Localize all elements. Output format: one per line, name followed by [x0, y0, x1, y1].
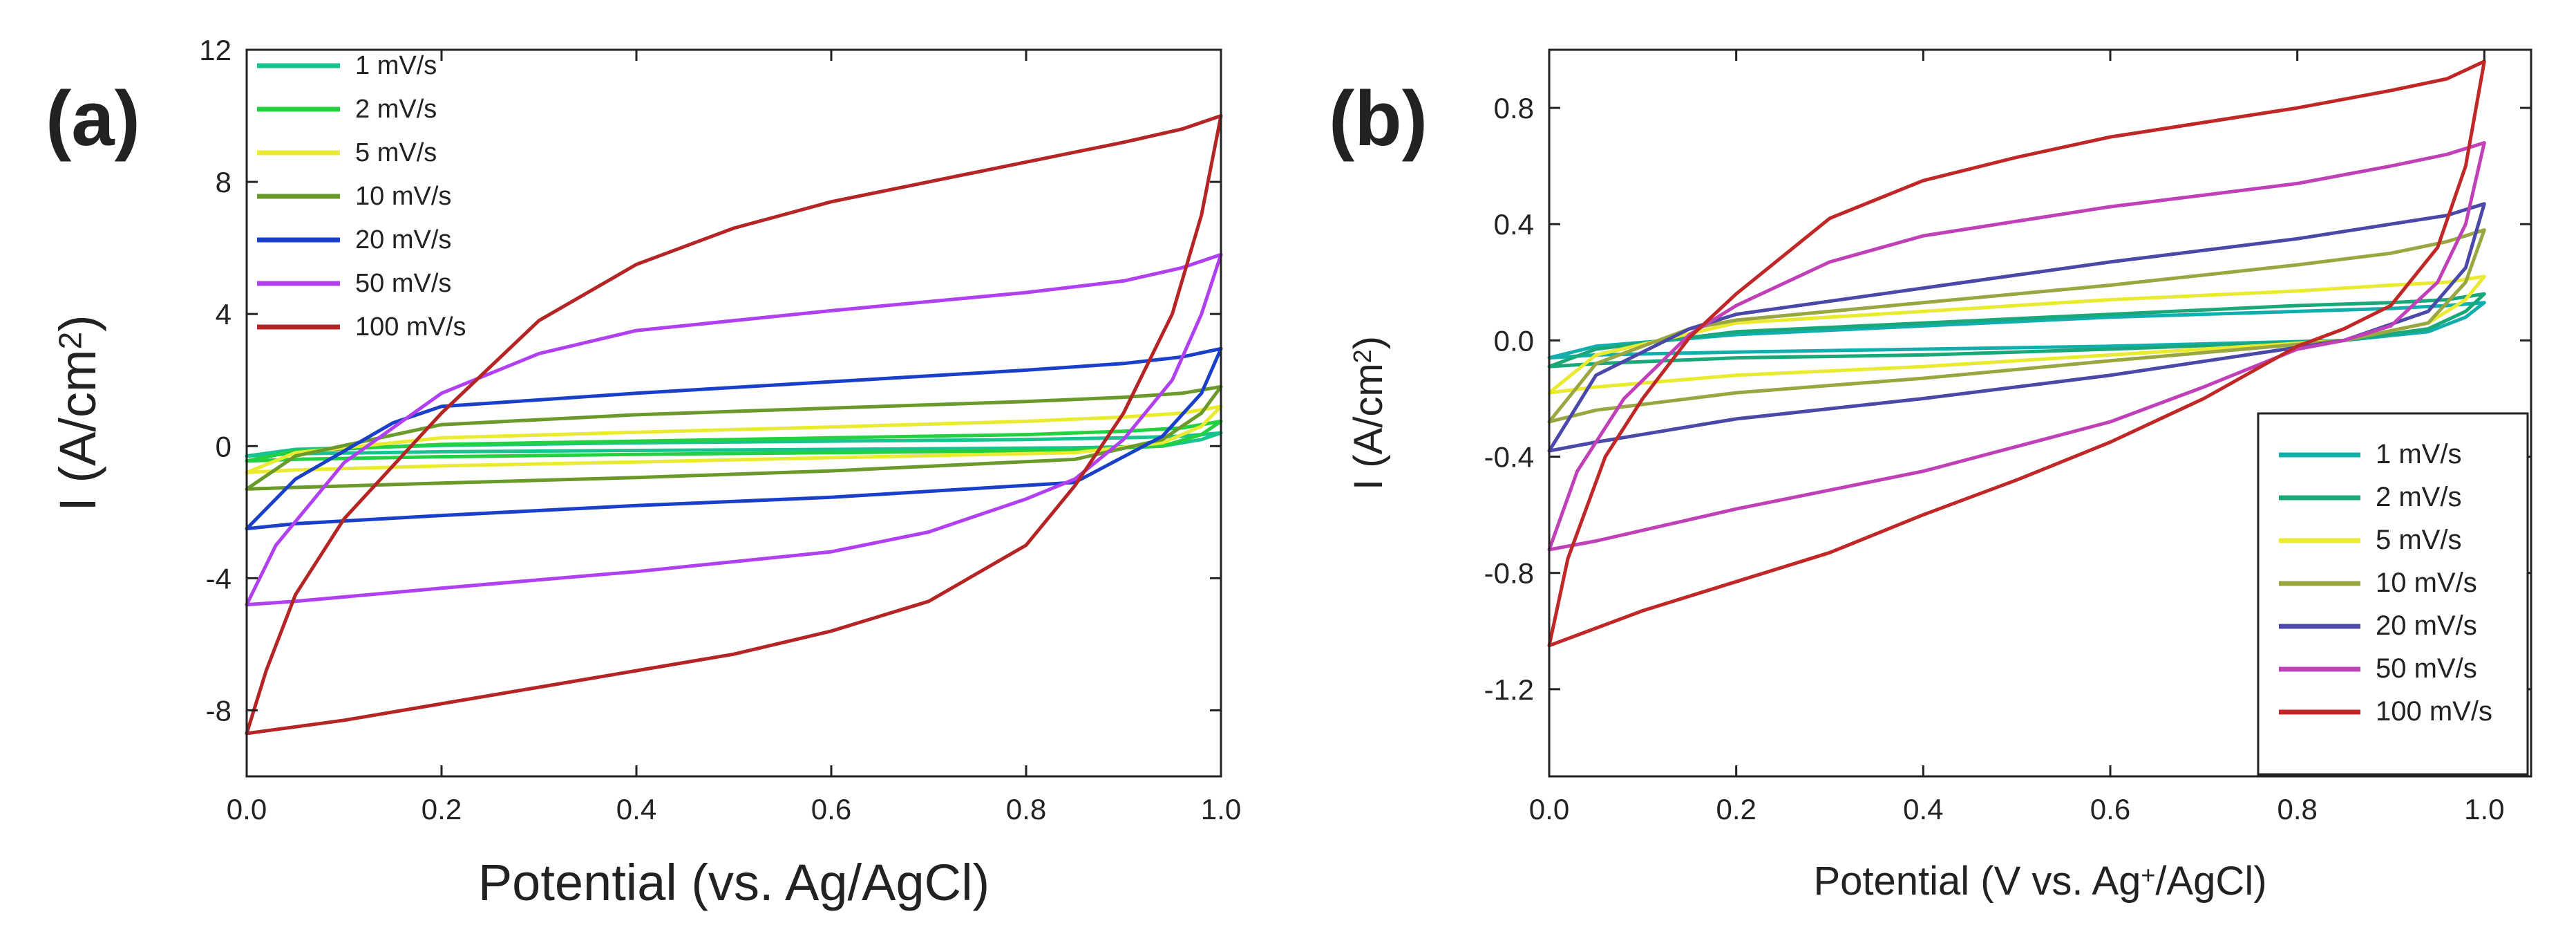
chart-b-x-tick-label: 1.0: [2464, 793, 2504, 825]
chart-a-legend-label: 5 mV/s: [355, 138, 437, 167]
chart-b-series-100-mv-s-line: [1547, 59, 2486, 648]
chart-b-legend-label: 50 mV/s: [2376, 653, 2477, 684]
chart-a-legend-label: 1 mV/s: [355, 51, 437, 80]
chart-b-series-2-mv-s-line: [1547, 292, 2486, 368]
chart-b-y-axis-title: I (A/cm2): [1346, 336, 1391, 490]
chart-b-y-tick-label: -1.2: [1484, 673, 1534, 706]
chart-b-y-tick-label: 0.4: [1494, 208, 1534, 241]
chart-a-series-20-mv-s-line: [245, 346, 1223, 531]
chart-a-x-tick-label: 0.6: [811, 793, 851, 825]
chart-a-legend-label: 2 mV/s: [355, 95, 437, 124]
chart-a-y-tick-label: -4: [206, 562, 231, 595]
chart-b-y-axis-title-sup: 2: [1348, 349, 1376, 363]
chart-b-plot-frame: [1548, 48, 2532, 778]
chart-b-x-tick-label: 0.6: [2090, 793, 2130, 825]
chart-b-legend: 1 mV/s 2 mV/s 5 mV/s 10 mV/s 20 mV/s 50 mV/s 1…: [2257, 412, 2529, 776]
chart-b-legend-label: 1 mV/s: [2376, 439, 2461, 469]
chart-b-series-5-mv-s-line: [1547, 274, 2486, 395]
chart-a-y-axis-title-main: I (A/cm: [49, 349, 106, 511]
chart-b-series-50-mv-s-line: [1547, 141, 2486, 552]
chart-panel-b: (b) 0.0 0.2 0.4 0.6 0.8 1.0 -1.2 -0.8 -0.4 0.0 0.4 0…: [1329, 48, 2532, 904]
chart-a-x-tick-label: 0.4: [616, 793, 656, 825]
chart-b-legend-label: 5 mV/s: [2376, 525, 2461, 555]
chart-a-y-tick-label: 4: [216, 298, 231, 330]
chart-a-y-axis-title-sup: 2: [52, 332, 88, 350]
chart-b-y-tick-label: 0.8: [1494, 92, 1534, 124]
chart-b-x-axis-title: Potential (V vs. Ag+/AgCl): [1813, 859, 2266, 904]
chart-a-legend: 1 mV/s 2 mV/s 5 mV/s 10 mV/s 20 mV/s 50 mV/s 1…: [257, 51, 466, 342]
chart-b-x-axis-title-main: Potential (V vs. Ag: [1813, 859, 2141, 904]
chart-a-legend-label: 100 mV/s: [355, 312, 466, 342]
chart-b-series-10-mv-s-line: [1547, 228, 2486, 424]
chart-a-y-tick-label: -8: [206, 694, 231, 727]
chart-a-x-tick-label: 0.2: [422, 793, 462, 825]
chart-b-x-tick-label: 0.4: [1903, 793, 1943, 825]
chart-a-legend-label: 10 mV/s: [355, 182, 451, 211]
chart-b-legend-label: 2 mV/s: [2376, 482, 2461, 512]
chart-b-series-20-mv-s-line: [1547, 202, 2486, 453]
chart-a-legend-label: 20 mV/s: [355, 225, 451, 254]
chart-b-x-tick-label: 0.0: [1529, 793, 1569, 825]
chart-a-x-tick-label: 0.0: [227, 793, 267, 825]
chart-b-legend-label: 10 mV/s: [2376, 568, 2477, 598]
chart-b-x-tick-label: 0.2: [1716, 793, 1756, 825]
chart-b-x-axis-title-end: /AgCl): [2155, 859, 2266, 904]
chart-a-legend-label: 50 mV/s: [355, 269, 451, 298]
chart-a-y-tick-label: 0: [216, 430, 231, 463]
chart-a-x-tick-label: 1.0: [1201, 793, 1241, 825]
chart-b-legend-label: 100 mV/s: [2376, 696, 2492, 727]
chart-b-y-axis-title-main: I (A/cm: [1346, 363, 1391, 490]
chart-a-y-axis-title-end: ): [49, 315, 106, 332]
chart-a-panel-label: (a): [46, 75, 140, 162]
chart-a-x-tick-label: 0.8: [1006, 793, 1046, 825]
chart-a-y-axis-title: I (A/cm2): [49, 315, 106, 512]
chart-a-plot-frame: [245, 48, 1222, 778]
chart-b-x-tick-label: 0.8: [2277, 793, 2317, 825]
chart-b-legend-label: 20 mV/s: [2376, 610, 2477, 641]
chart-b-series-1-mv-s-line: [1547, 301, 2486, 360]
chart-b-x-axis-title-sup: +: [2141, 861, 2155, 889]
chart-b-panel-label: (b): [1329, 75, 1428, 162]
chart-b-series-group: [1547, 59, 2486, 648]
chart-a-series-50-mv-s-line: [245, 252, 1223, 607]
chart-a-y-tick-label: 8: [216, 166, 231, 198]
chart-a-y-tick-label: 12: [199, 34, 231, 66]
chart-b-y-tick-label: 0.0: [1494, 324, 1534, 357]
chart-b-y-axis-title-end: ): [1346, 336, 1391, 349]
chart-b-y-tick-label: -0.8: [1484, 557, 1534, 590]
chart-a-x-axis-title: Potential (vs. Ag/AgCl): [478, 854, 989, 911]
chart-b-y-tick-label: -0.4: [1484, 441, 1534, 474]
chart-panel-a: (a) 0.0 0.2 0.4 0.6 0.8 1.0 -8 -4 0 4 8 12 Potential …: [46, 34, 1241, 911]
